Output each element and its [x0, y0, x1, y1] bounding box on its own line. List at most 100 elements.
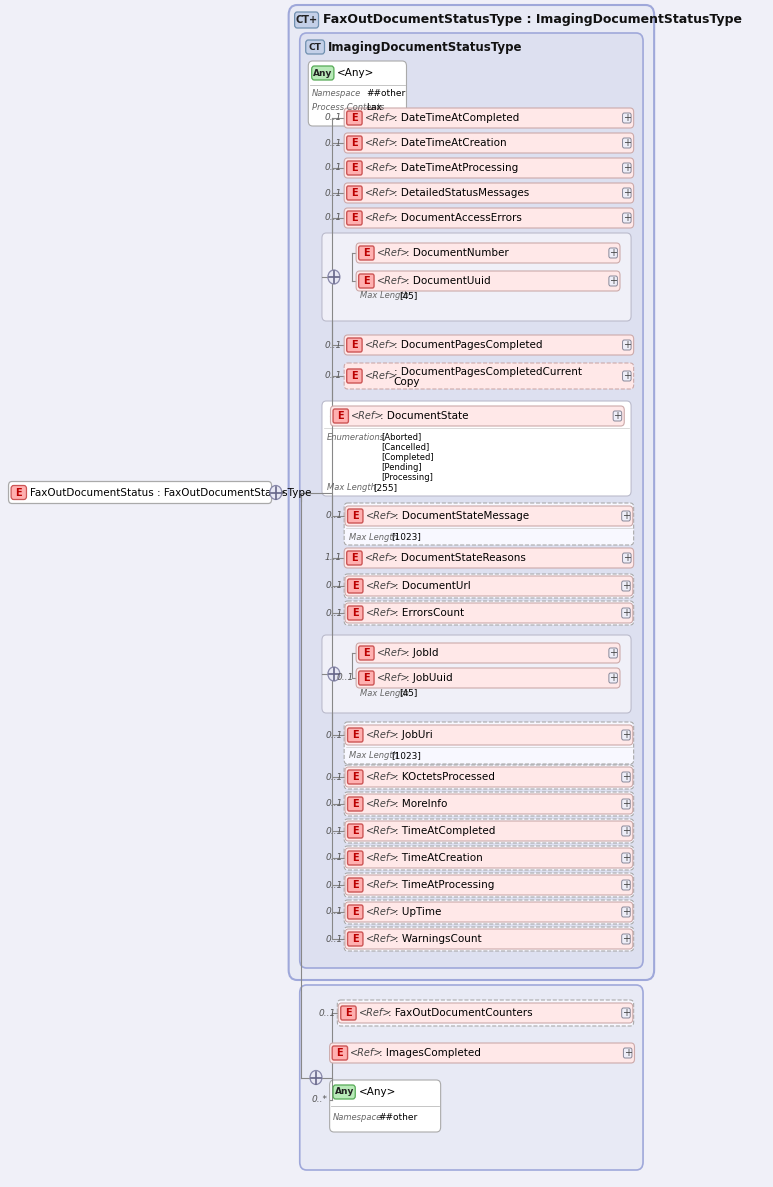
Text: E: E — [352, 880, 359, 890]
Text: [1023]: [1023] — [391, 533, 421, 541]
Text: E: E — [351, 372, 358, 381]
Text: 0..1: 0..1 — [325, 164, 342, 172]
Text: 0..1: 0..1 — [325, 908, 342, 916]
FancyBboxPatch shape — [345, 929, 633, 948]
Text: <Ref>: <Ref> — [366, 826, 398, 836]
FancyBboxPatch shape — [344, 208, 634, 228]
FancyBboxPatch shape — [344, 846, 634, 870]
FancyBboxPatch shape — [348, 607, 363, 620]
FancyBboxPatch shape — [345, 794, 633, 814]
Circle shape — [310, 1071, 322, 1085]
Text: Process Contents: Process Contents — [312, 102, 384, 112]
FancyBboxPatch shape — [359, 274, 374, 288]
Text: : JobUri: : JobUri — [394, 730, 432, 740]
Text: 0..1: 0..1 — [325, 609, 342, 617]
Text: : DateTimeAtCompleted: : DateTimeAtCompleted — [393, 113, 519, 123]
FancyBboxPatch shape — [348, 904, 363, 919]
FancyBboxPatch shape — [341, 1007, 356, 1020]
Text: 0..1: 0..1 — [325, 826, 342, 836]
FancyBboxPatch shape — [347, 338, 362, 353]
FancyBboxPatch shape — [623, 1048, 632, 1058]
Text: Copy: Copy — [393, 377, 421, 387]
Text: +: + — [624, 1048, 632, 1058]
Text: E: E — [363, 248, 369, 258]
FancyBboxPatch shape — [621, 934, 630, 944]
FancyBboxPatch shape — [9, 482, 271, 503]
Text: +: + — [622, 730, 630, 740]
FancyBboxPatch shape — [288, 5, 654, 980]
Text: <Ref>: <Ref> — [365, 372, 397, 381]
FancyBboxPatch shape — [344, 183, 634, 203]
Text: E: E — [351, 553, 358, 563]
FancyBboxPatch shape — [344, 548, 634, 569]
FancyBboxPatch shape — [312, 66, 334, 80]
FancyBboxPatch shape — [609, 648, 618, 658]
FancyBboxPatch shape — [345, 902, 633, 922]
FancyBboxPatch shape — [345, 506, 633, 526]
FancyBboxPatch shape — [306, 40, 325, 53]
FancyBboxPatch shape — [344, 819, 634, 843]
Text: 0..*: 0..* — [312, 1096, 328, 1104]
Text: +: + — [623, 553, 631, 563]
Text: [45]: [45] — [399, 292, 417, 300]
Text: FaxOutDocumentStatusType : ImagingDocumentStatusType: FaxOutDocumentStatusType : ImagingDocume… — [323, 13, 742, 26]
FancyBboxPatch shape — [333, 410, 349, 423]
Text: Max Length: Max Length — [359, 292, 408, 300]
Text: <Ref>: <Ref> — [376, 277, 409, 286]
FancyBboxPatch shape — [322, 401, 631, 496]
Circle shape — [328, 269, 340, 284]
FancyBboxPatch shape — [348, 878, 363, 891]
Text: Namespace: Namespace — [333, 1112, 383, 1122]
Text: +: + — [622, 608, 630, 618]
Text: 0..1: 0..1 — [325, 934, 342, 944]
Text: <Ref>: <Ref> — [365, 188, 397, 198]
Text: +: + — [609, 277, 617, 286]
Text: E: E — [15, 488, 22, 497]
Text: [Cancelled]: [Cancelled] — [382, 443, 430, 451]
Text: Max Length: Max Length — [327, 483, 376, 493]
FancyBboxPatch shape — [344, 363, 634, 389]
FancyBboxPatch shape — [345, 767, 633, 787]
Text: : DateTimeAtProcessing: : DateTimeAtProcessing — [393, 163, 518, 173]
FancyBboxPatch shape — [621, 608, 630, 618]
Text: : WarningsCount: : WarningsCount — [394, 934, 481, 944]
Text: ImagingDocumentStatusType: ImagingDocumentStatusType — [328, 40, 523, 53]
FancyBboxPatch shape — [344, 335, 634, 355]
Text: +: + — [623, 138, 631, 148]
Text: 0..1: 0..1 — [325, 139, 342, 147]
Text: [45]: [45] — [399, 688, 417, 698]
Text: E: E — [352, 907, 359, 918]
FancyBboxPatch shape — [622, 113, 631, 123]
Text: 0..1: 0..1 — [325, 372, 342, 381]
Text: : DocumentUrl: : DocumentUrl — [394, 580, 470, 591]
Text: +: + — [623, 372, 631, 381]
Text: +: + — [609, 648, 617, 658]
Text: : DocumentStateMessage: : DocumentStateMessage — [394, 510, 529, 521]
Text: +: + — [622, 934, 630, 944]
FancyBboxPatch shape — [359, 671, 374, 685]
Text: E: E — [345, 1008, 352, 1018]
FancyBboxPatch shape — [621, 826, 630, 836]
Text: 0..1: 0..1 — [325, 341, 342, 349]
FancyBboxPatch shape — [345, 821, 633, 842]
FancyBboxPatch shape — [345, 848, 633, 868]
FancyBboxPatch shape — [344, 601, 634, 626]
FancyBboxPatch shape — [348, 579, 363, 594]
FancyBboxPatch shape — [344, 792, 634, 815]
Circle shape — [328, 667, 340, 681]
Text: FaxOutDocumentStatus : FaxOutDocumentStatusType: FaxOutDocumentStatus : FaxOutDocumentSta… — [30, 488, 312, 497]
Text: E: E — [351, 339, 358, 350]
Text: E: E — [363, 673, 369, 683]
Text: Lax: Lax — [366, 102, 382, 112]
Text: <Ref>: <Ref> — [366, 880, 398, 890]
Text: <Any>: <Any> — [359, 1087, 396, 1097]
Text: 0..1: 0..1 — [325, 881, 342, 889]
Text: : JobId: : JobId — [406, 648, 438, 658]
FancyBboxPatch shape — [11, 485, 26, 500]
FancyBboxPatch shape — [344, 872, 634, 897]
Text: E: E — [352, 772, 359, 782]
FancyBboxPatch shape — [359, 646, 374, 660]
Text: ##other: ##other — [366, 89, 406, 99]
Text: E: E — [352, 510, 359, 521]
Text: +: + — [623, 163, 631, 173]
